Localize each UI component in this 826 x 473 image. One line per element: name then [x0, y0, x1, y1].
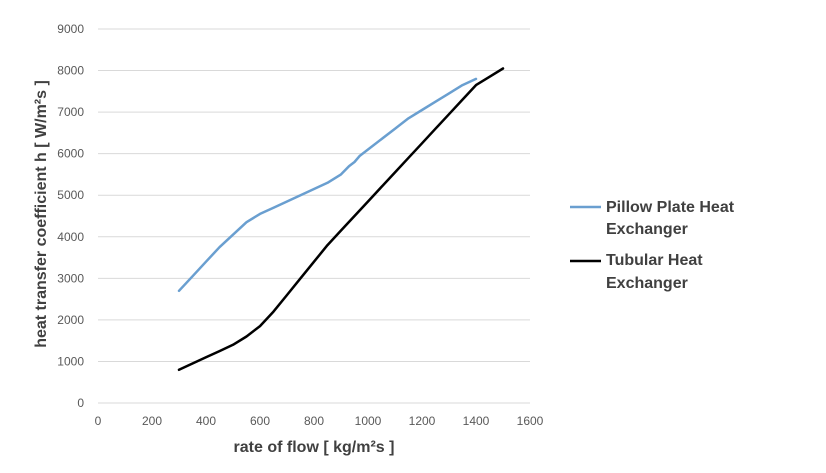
y-tick-label: 1000	[57, 354, 84, 368]
x-tick-label: 200	[142, 414, 162, 428]
y-tick-label: 7000	[57, 105, 84, 119]
series-layer	[177, 67, 505, 372]
x-tick-label: 400	[196, 414, 216, 428]
legend: Pillow Plate Heat Exchanger Tubular Heat…	[570, 199, 735, 292]
legend-label-pillow-plate-line2: Exchanger	[606, 221, 688, 238]
x-tick-label: 800	[304, 414, 324, 428]
y-tick-label: 8000	[57, 64, 84, 78]
x-tick-label: 1600	[517, 414, 544, 428]
legend-label-pillow-plate: Pillow Plate Heat	[606, 199, 735, 216]
y-tick-label: 3000	[57, 271, 84, 285]
x-tick-labels: 0 200 400 600 800 1000 1200 1400 1600	[95, 414, 544, 428]
y-tick-labels: 0 1000 2000 3000 4000 5000 6000 7000 8000 9000	[57, 22, 84, 410]
y-tick-label: 2000	[57, 313, 84, 327]
x-axis-title: rate of flow [ kg/m²s ]	[234, 439, 395, 456]
y-tick-label: 6000	[57, 147, 84, 161]
x-tick-label: 600	[250, 414, 270, 428]
y-tick-label: 0	[77, 396, 84, 410]
series-line-pillow-plate	[177, 77, 478, 293]
y-tick-label: 9000	[57, 22, 84, 36]
series-line-tubular	[177, 67, 505, 372]
y-tick-label: 4000	[57, 230, 84, 244]
x-tick-label: 1400	[463, 414, 490, 428]
legend-label-tubular: Tubular Heat	[606, 252, 703, 269]
x-tick-label: 0	[95, 414, 102, 428]
legend-item-tubular: Tubular Heat Exchanger	[570, 252, 703, 292]
y-tick-label: 5000	[57, 188, 84, 202]
y-axis-title: heat transfer coefficient h [ W/m²s ]	[33, 80, 50, 348]
x-tick-label: 1200	[409, 414, 436, 428]
legend-label-tubular-line2: Exchanger	[606, 275, 688, 292]
legend-item-pillow-plate: Pillow Plate Heat Exchanger	[570, 199, 735, 238]
x-tick-label: 1000	[355, 414, 382, 428]
gridlines	[98, 28, 530, 404]
